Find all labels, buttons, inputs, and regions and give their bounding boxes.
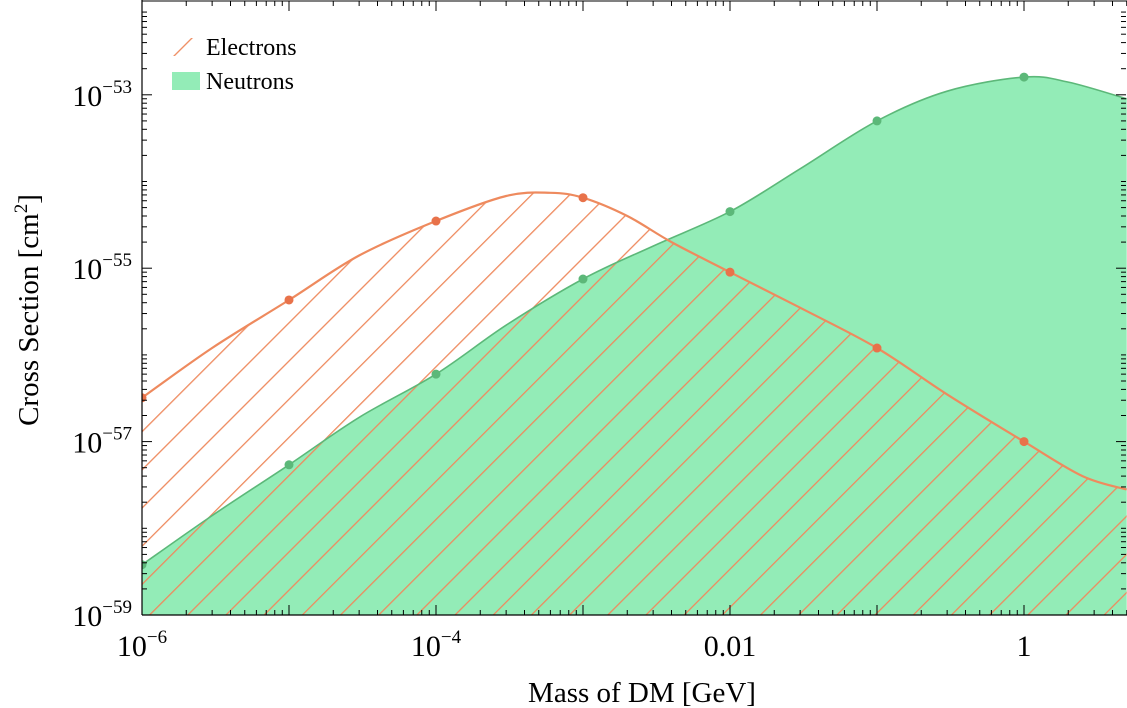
- electrons-curve: [142, 191, 1127, 491]
- y-tick-label: 10−53: [72, 77, 132, 113]
- electrons-point-6: [1019, 437, 1029, 447]
- plot-frame: [141, 0, 1127, 616]
- neutrons-curve: [142, 75, 1127, 566]
- neutrons-point-6: [1019, 72, 1029, 82]
- electrons-swatch: [172, 38, 200, 56]
- x-axis-label: Mass of DM [GeV]: [528, 677, 756, 708]
- x-tick-label: 10−4: [411, 627, 462, 663]
- x-tick-label: 0.01: [704, 630, 757, 663]
- electrons-point-5: [872, 343, 882, 353]
- legend: Electrons Neutrons: [172, 35, 297, 95]
- legend-item-electrons: Electrons: [172, 35, 297, 61]
- electrons-point-1: [284, 295, 294, 305]
- x-tick-label: 1: [1017, 630, 1032, 663]
- neutrons-swatch: [172, 72, 200, 90]
- electrons-point-4: [725, 267, 735, 277]
- neutrons-point-5: [872, 116, 882, 126]
- plot-area: [142, 72, 1127, 615]
- y-tick-label: 10−57: [72, 424, 132, 460]
- neutrons-point-4: [725, 207, 735, 217]
- y-tick-label: 10−55: [72, 250, 132, 286]
- legend-label-electrons: Electrons: [206, 35, 297, 61]
- neutrons-point-2: [431, 369, 441, 379]
- electrons-point-2: [431, 216, 441, 226]
- legend-label-neutrons: Neutrons: [206, 69, 294, 95]
- neutrons-point-1: [284, 460, 294, 470]
- tick-labels: 10−6 10−4 0.01 1 10−59 10−57 10−55 10−53: [72, 77, 1031, 663]
- y-axis-label: Cross Section [cm2]: [11, 194, 45, 426]
- neutrons-point-3: [578, 274, 588, 284]
- x-tick-label: 10−6: [117, 627, 167, 663]
- electrons-hatched-area: [142, 192, 1127, 615]
- y-tick-label: 10−59: [72, 597, 132, 633]
- legend-item-neutrons: Neutrons: [172, 69, 294, 95]
- electrons-point-3: [578, 193, 588, 203]
